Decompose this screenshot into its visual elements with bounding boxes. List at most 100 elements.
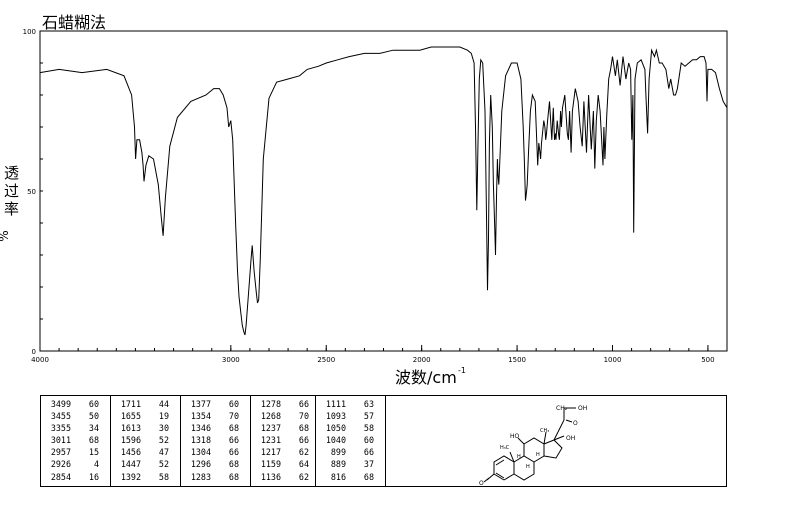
peak-table-row: 1278 66 xyxy=(251,398,315,410)
peak-table-row: 1711 44 xyxy=(111,398,180,410)
peak-table-column: 1278 66 1268 70 1237 68 1231 66 1217 62 1159 64 1136… xyxy=(251,396,316,486)
peak-wavenumber: 889 xyxy=(330,459,346,470)
peak-transmittance: 16 xyxy=(88,471,99,482)
peak-transmittance: 44 xyxy=(158,399,169,409)
peak-wavenumber: 1354 xyxy=(190,411,211,422)
peak-table-row: 1093 57 xyxy=(316,410,385,422)
x-tick-label: 1500 xyxy=(508,356,526,364)
peak-wavenumber: 1237 xyxy=(260,423,281,434)
x-tick-label: 2500 xyxy=(317,356,335,364)
peak-table-column: 1377 60 1354 70 1346 68 1318 66 1304 66 1296 68 1283… xyxy=(181,396,251,486)
structure-label: O xyxy=(479,480,484,486)
spectrum-title: 石蜡糊法 xyxy=(42,13,107,32)
peak-transmittance: 60 xyxy=(228,399,239,409)
plot-frame xyxy=(39,30,728,352)
x-tick-label: 1000 xyxy=(604,356,622,364)
peak-transmittance: 68 xyxy=(228,423,239,434)
peak-wavenumber: 3455 xyxy=(50,411,71,422)
peak-table-row: 3011 68 xyxy=(41,434,110,446)
peak-wavenumber: 816 xyxy=(330,471,346,482)
peak-transmittance: 66 xyxy=(228,435,239,446)
peak-wavenumber: 2854 xyxy=(50,471,71,482)
peak-table-row: 889 37 xyxy=(316,458,385,470)
structure-label: H xyxy=(536,452,540,458)
peak-transmittance: 70 xyxy=(298,411,309,422)
peak-table-row: 899 66 xyxy=(316,446,385,458)
x-axis-label: 波数/cm xyxy=(395,368,457,387)
peak-transmittance: 68 xyxy=(363,471,374,482)
peak-table-row: 1283 68 xyxy=(181,471,250,483)
peak-wavenumber: 1304 xyxy=(190,447,211,458)
peak-table-row: 2926 4 xyxy=(41,458,110,470)
peak-transmittance: 52 xyxy=(158,459,169,470)
peak-wavenumber: 1456 xyxy=(120,447,141,458)
peak-table-column: 1711 44 1655 19 1613 30 1596 52 1456 47 1447 52 1392… xyxy=(111,396,181,486)
peak-table: 3499 60 3455 50 3355 34 3011 68 2957 15 2926 4 2854 1… xyxy=(40,395,727,487)
x-tick-label: 4000 xyxy=(31,356,49,364)
peak-table-row: 1346 68 xyxy=(181,422,250,434)
peak-transmittance: 68 xyxy=(88,435,99,446)
peak-transmittance: 66 xyxy=(228,447,239,458)
peak-table-row: 1596 52 xyxy=(111,434,180,446)
y-axis-label: 透 xyxy=(4,164,19,182)
spectrum-line xyxy=(39,46,728,336)
peak-table-row: 1040 60 xyxy=(316,434,385,446)
peak-table-row: 1377 60 xyxy=(181,398,250,410)
peak-table-row: 1159 64 xyxy=(251,458,315,470)
peak-transmittance: 37 xyxy=(363,459,374,470)
peak-transmittance: 68 xyxy=(228,471,239,482)
peak-table-row: 1136 62 xyxy=(251,471,315,483)
peak-wavenumber: 2926 xyxy=(50,459,71,470)
peak-wavenumber: 1711 xyxy=(120,399,141,409)
peak-table-row: 1304 66 xyxy=(181,446,250,458)
peak-wavenumber: 1283 xyxy=(190,471,211,482)
peak-transmittance: 60 xyxy=(88,399,99,409)
peak-wavenumber: 1377 xyxy=(190,399,211,409)
x-axis-label-exponent: -1 xyxy=(458,366,466,375)
peak-table-row: 1231 66 xyxy=(251,434,315,446)
structure-label: H₃C xyxy=(500,445,510,451)
peak-table-row: 3455 50 xyxy=(41,410,110,422)
peak-table-row: 3499 60 xyxy=(41,398,110,410)
peak-wavenumber: 3011 xyxy=(50,435,71,446)
peak-wavenumber: 1217 xyxy=(260,447,281,458)
peak-transmittance: 66 xyxy=(298,399,309,409)
structure-label: OH xyxy=(578,405,587,412)
peak-transmittance: 68 xyxy=(228,459,239,470)
peak-wavenumber: 1318 xyxy=(190,435,211,446)
peak-table-row: 1655 19 xyxy=(111,410,180,422)
peak-table-row: 1392 58 xyxy=(111,471,180,483)
peak-transmittance: 30 xyxy=(158,423,169,434)
y-axis-label: 率 xyxy=(4,200,19,218)
peak-transmittance: 64 xyxy=(298,459,309,470)
x-tick-label: 3000 xyxy=(222,356,240,364)
peak-transmittance: 15 xyxy=(88,447,99,458)
structure-label: OH xyxy=(566,435,575,442)
peak-wavenumber: 2957 xyxy=(50,447,71,458)
peak-wavenumber: 1111 xyxy=(325,399,346,409)
peak-wavenumber: 1296 xyxy=(190,459,211,470)
peak-table-row: 1237 68 xyxy=(251,422,315,434)
peak-transmittance: 66 xyxy=(363,447,374,458)
structure-label: CH₂ xyxy=(556,405,568,412)
peak-transmittance: 58 xyxy=(158,471,169,482)
peak-wavenumber: 1596 xyxy=(120,435,141,446)
peak-wavenumber: 1050 xyxy=(325,423,346,434)
peak-wavenumber: 1159 xyxy=(260,459,281,470)
peak-wavenumber: 1447 xyxy=(120,459,141,470)
peak-transmittance: 58 xyxy=(363,423,374,434)
structure-drawing: CH₂ OH O HO CH₃ OH H₃C H H H O xyxy=(479,405,587,487)
peak-wavenumber: 3355 xyxy=(50,423,71,434)
peak-wavenumber: 1231 xyxy=(260,435,281,446)
peak-transmittance: 60 xyxy=(363,435,374,446)
peak-transmittance: 4 xyxy=(93,459,99,470)
y-axis-label: 过 xyxy=(4,182,19,200)
peak-transmittance: 57 xyxy=(363,411,374,422)
x-tick-label: 500 xyxy=(701,356,714,364)
peak-wavenumber: 1040 xyxy=(325,435,346,446)
chart-axes xyxy=(39,30,728,352)
y-tick-label: 100 xyxy=(23,28,36,36)
peak-transmittance: 70 xyxy=(228,411,239,422)
peak-wavenumber: 1093 xyxy=(325,411,346,422)
